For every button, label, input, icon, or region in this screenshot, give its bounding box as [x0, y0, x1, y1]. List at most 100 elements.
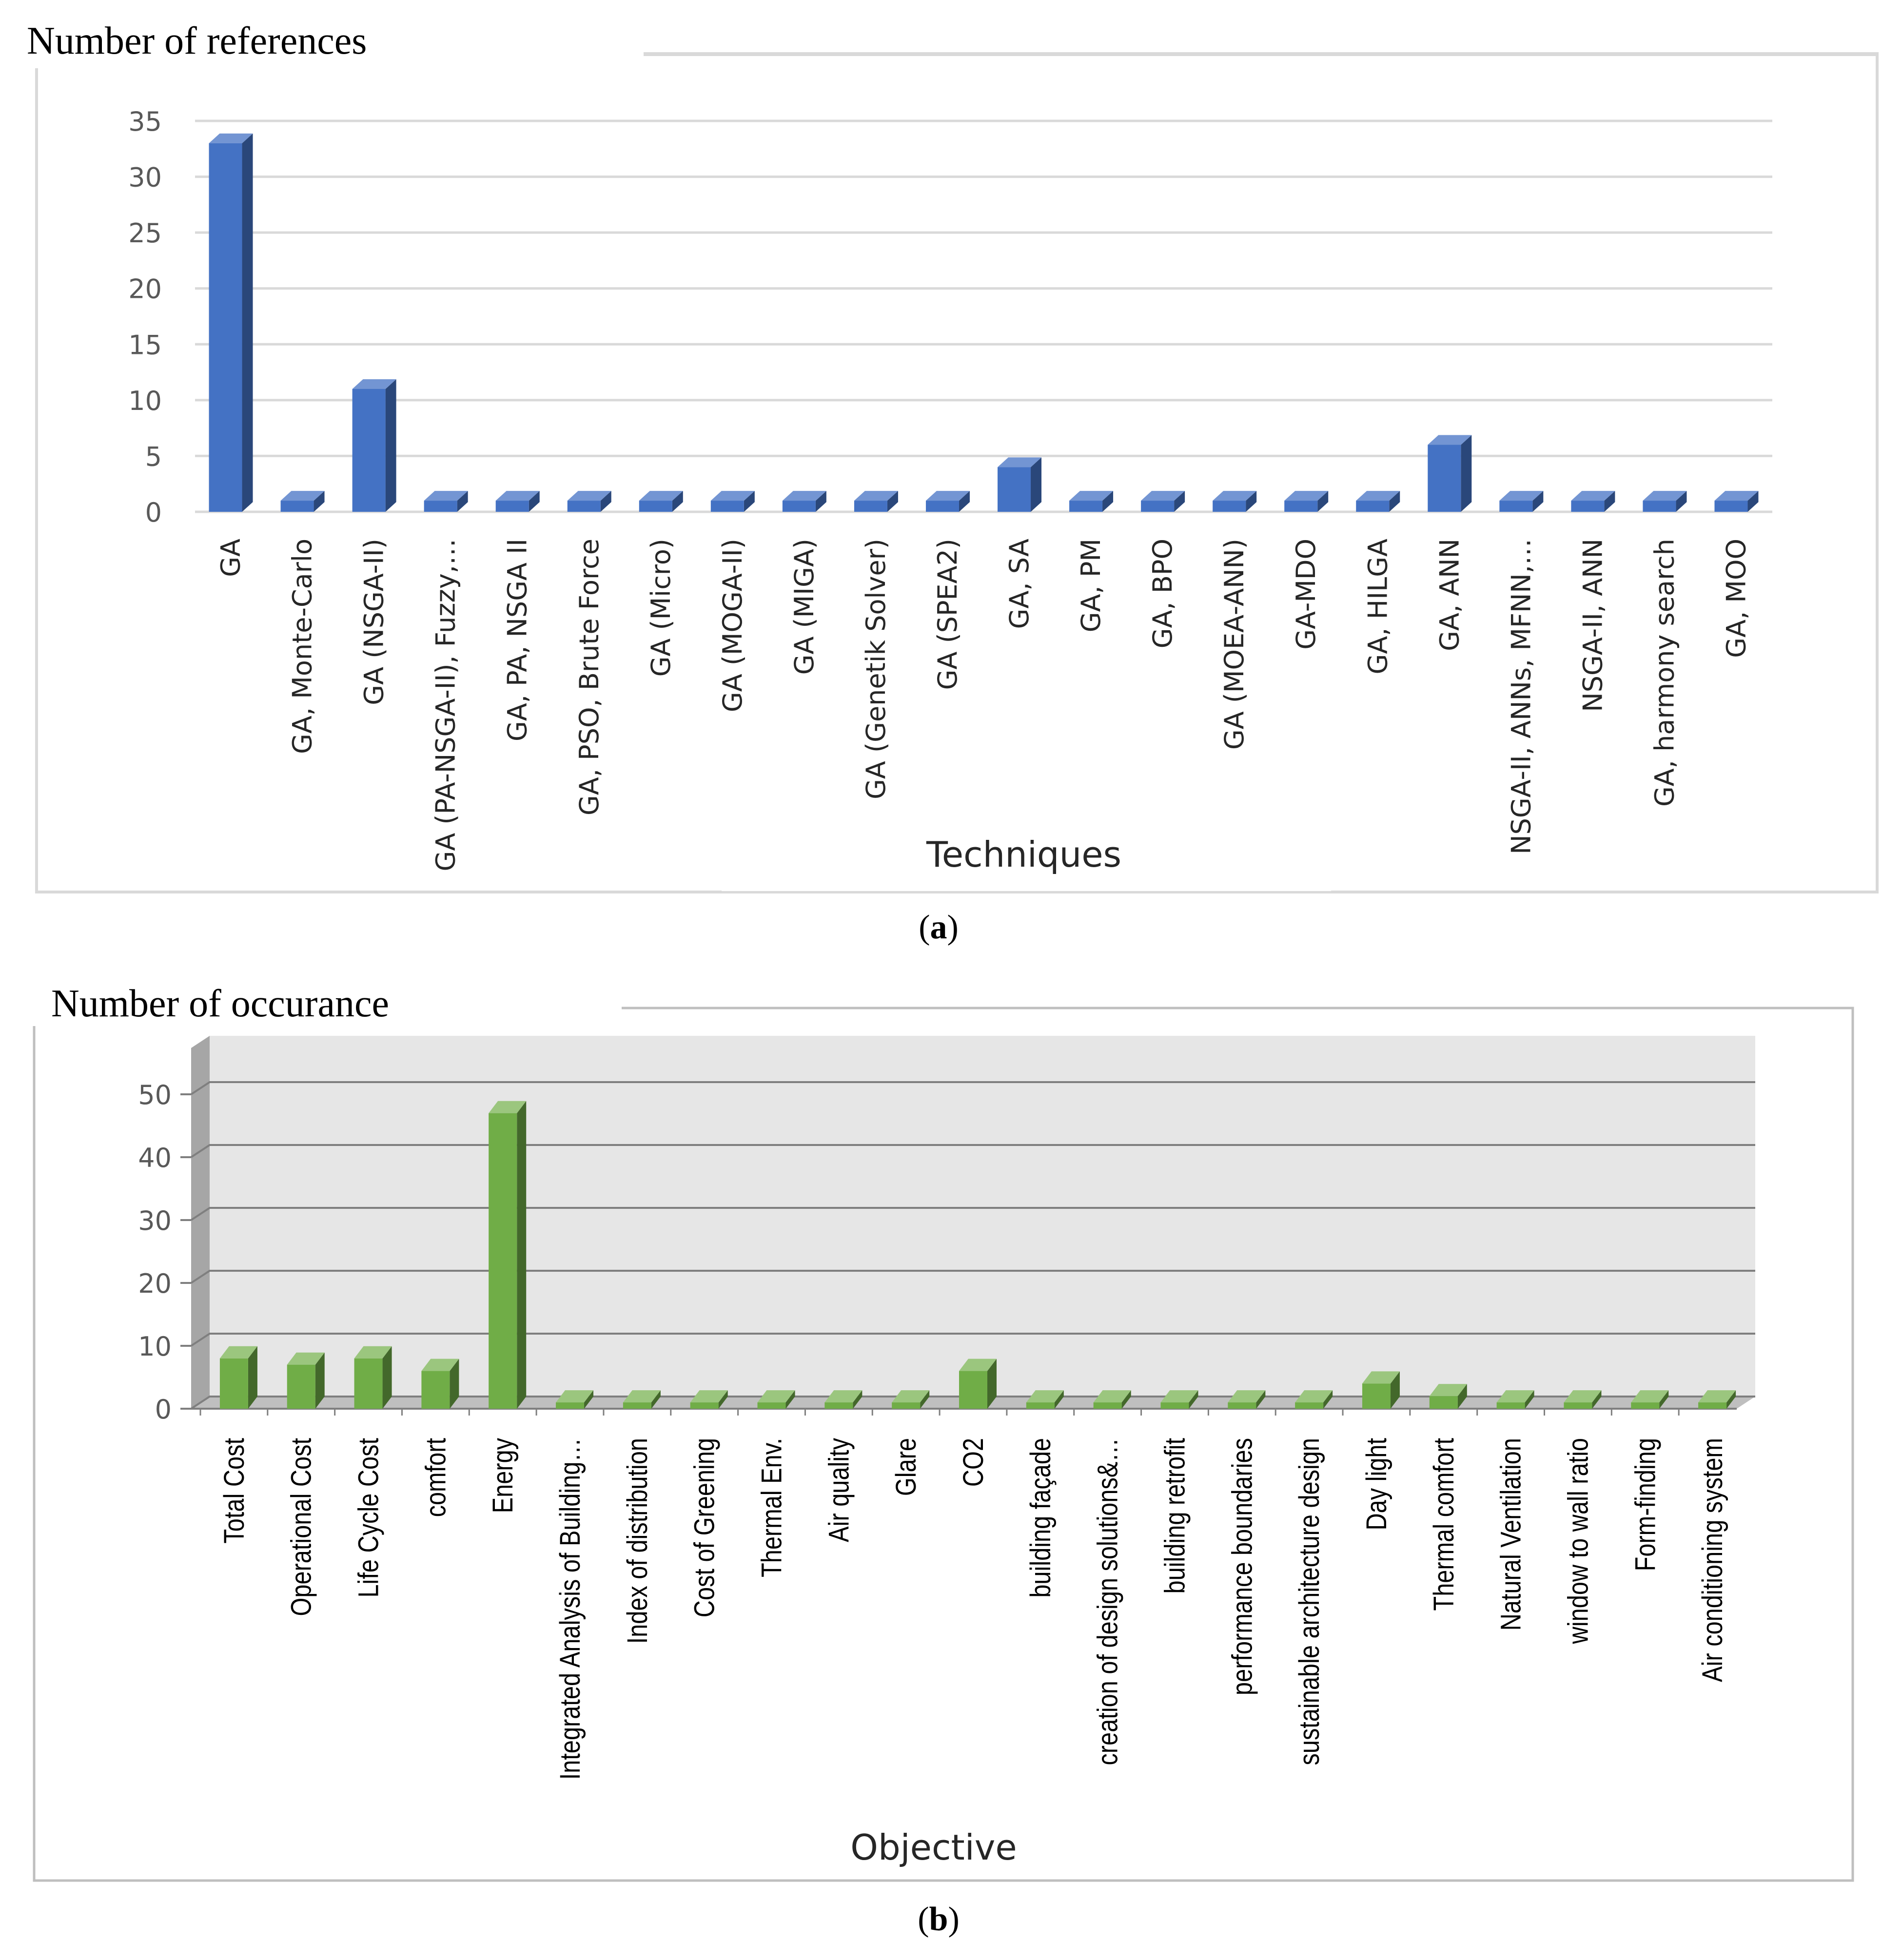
chart-a-bar [639, 491, 683, 512]
chart-b-category-label: Day light [1361, 1438, 1392, 1531]
chart-a-bar-top [925, 491, 970, 501]
chart-b-bar-front [1631, 1402, 1660, 1409]
chart-a-category-label: GA [216, 539, 246, 577]
chart-a-bar-top [1213, 491, 1257, 501]
chart-a-bar-side [457, 491, 468, 512]
chart-a-category-label: GA (PA-NSGA-II), Fuzzy,… [431, 539, 461, 872]
chart-b-bar-front [690, 1402, 719, 1409]
chart-b-bar [354, 1346, 392, 1409]
chart-b-category-label: Index of distribution [622, 1438, 653, 1644]
chart-a-bar-top [495, 491, 540, 501]
chart-b-category-label: comfort [420, 1438, 451, 1517]
chart-b-bar-side [920, 1390, 930, 1409]
chart-a-bar-front [1213, 501, 1246, 512]
chart-b-bar-side [382, 1346, 392, 1409]
chart-a-bar-side [600, 491, 611, 512]
chart-b-category-label: building retrofit [1160, 1438, 1191, 1594]
chart-a-bar [280, 491, 325, 512]
chart-b-bar-top [959, 1358, 997, 1371]
chart-b-ylabel: Number of occurance [51, 982, 389, 1025]
chart-a-bar [1428, 435, 1472, 512]
chart-a-bar-side [385, 379, 396, 512]
chart-a-bar-side [1389, 491, 1400, 512]
chart-a-bar-top [352, 379, 396, 389]
chart-b-side-wall [191, 1036, 210, 1409]
chart-a-frame [35, 52, 1879, 893]
chart-a-bar [1213, 491, 1257, 512]
chart-a-category-label: GA, ANN [1434, 539, 1465, 651]
chart-b-bar-side [1390, 1371, 1400, 1409]
chart-b-y-ticks: 0 10 20 30 40 50 [138, 1080, 172, 1425]
chart-b-category-label: Energy [488, 1438, 519, 1514]
chart-b-bar [757, 1390, 795, 1409]
chart-b-category-label: Operational Cost [286, 1438, 317, 1616]
chart-b-bar-top [287, 1352, 325, 1365]
chart-a-y-tick: 0 [145, 497, 162, 528]
chart-a-bar-top [639, 491, 683, 501]
chart-a-category-label: NSGA-II, ANN [1577, 539, 1608, 712]
chart-b-bar-front [623, 1402, 651, 1409]
chart-a-bar-top [1571, 491, 1615, 501]
chart-b-category-label: Total Cost [219, 1438, 250, 1544]
chart-a-bar-front [1571, 501, 1605, 512]
chart-b-bar [1228, 1390, 1266, 1409]
chart-b-y-tick: 0 [155, 1394, 172, 1425]
chart-b-walls [191, 1036, 1755, 1409]
chart-a-y-tick: 5 [145, 441, 162, 472]
chart-a-bar [424, 491, 468, 512]
panel-b-label: (b) [918, 1901, 960, 1938]
chart-b-bar-front [1026, 1402, 1055, 1409]
chart-b-bar [690, 1390, 728, 1409]
chart-a-bar-side [1461, 435, 1472, 512]
chart-a-bar-side [1246, 491, 1257, 512]
chart-a-category-label: GA, PM [1076, 539, 1106, 632]
chart-a-bar-top [1428, 435, 1472, 445]
chart-b-gridline [190, 1081, 1755, 1095]
chart-b-bar-side [1189, 1390, 1198, 1409]
chart-b-bar-side [785, 1390, 795, 1409]
chart-a-bar-front [1069, 501, 1103, 512]
chart-b-y-tick: 30 [138, 1205, 172, 1236]
chart-b-bar [489, 1101, 527, 1409]
chart-a-y-tick: 25 [128, 218, 162, 249]
chart-b-bar-front [354, 1358, 383, 1409]
chart-b-bar-front [1362, 1383, 1391, 1409]
chart-a-category-label: GA (Genetik Solver) [861, 539, 891, 799]
chart-b-bar-front [1698, 1402, 1727, 1409]
chart-a-bar [209, 133, 253, 512]
chart-a-bar-side [744, 491, 755, 512]
chart-a-bar [782, 491, 826, 512]
chart-a-gridlines [195, 119, 1772, 513]
chart-b-bar-front [1093, 1402, 1122, 1409]
chart-b-bar-top [1160, 1390, 1198, 1403]
chart-a-bar-front [925, 501, 959, 512]
chart-a-bar [1356, 491, 1400, 512]
chart-b-bar-top [892, 1390, 930, 1403]
chart-b-y-tick: 10 [138, 1331, 172, 1362]
chart-b-bars [219, 1101, 1736, 1409]
chart-a-y-tick: 15 [128, 330, 162, 360]
chart-a-bar [1069, 491, 1114, 512]
panel-a-letter: a [930, 909, 947, 946]
chart-b-category-label: CO2 [958, 1438, 989, 1487]
chart-b-bar [1631, 1390, 1669, 1409]
chart-a-bar-top [1284, 491, 1329, 501]
chart-b-bar [1429, 1384, 1467, 1409]
chart-b-category-label: Natural Ventilation [1496, 1438, 1527, 1630]
chart-b-bar-front [556, 1402, 585, 1409]
chart-a-bar [1499, 491, 1544, 512]
chart-a-category-label: GA (MOEA-ANN) [1219, 539, 1250, 750]
chart-b-bar-top [1631, 1390, 1669, 1403]
chart-a-bar-side [1174, 491, 1185, 512]
panel-a-label: (a) [919, 909, 959, 946]
chart-a-y-tick: 20 [128, 274, 162, 305]
chart-b-bar [1362, 1371, 1400, 1409]
chart-a-category-label: GA, SA [1004, 539, 1035, 629]
chart-b-bar-top [623, 1390, 661, 1403]
chart-a-bar-front [1356, 501, 1390, 512]
chart-b-gridline [190, 1333, 1755, 1347]
panel-b-letter: b [929, 1901, 948, 1938]
chart-b-bar-side [315, 1352, 325, 1409]
chart-a-bar-front [782, 501, 816, 512]
chart-a-category-label: NSGA-II, ANNs, MFNN,… [1506, 539, 1536, 854]
